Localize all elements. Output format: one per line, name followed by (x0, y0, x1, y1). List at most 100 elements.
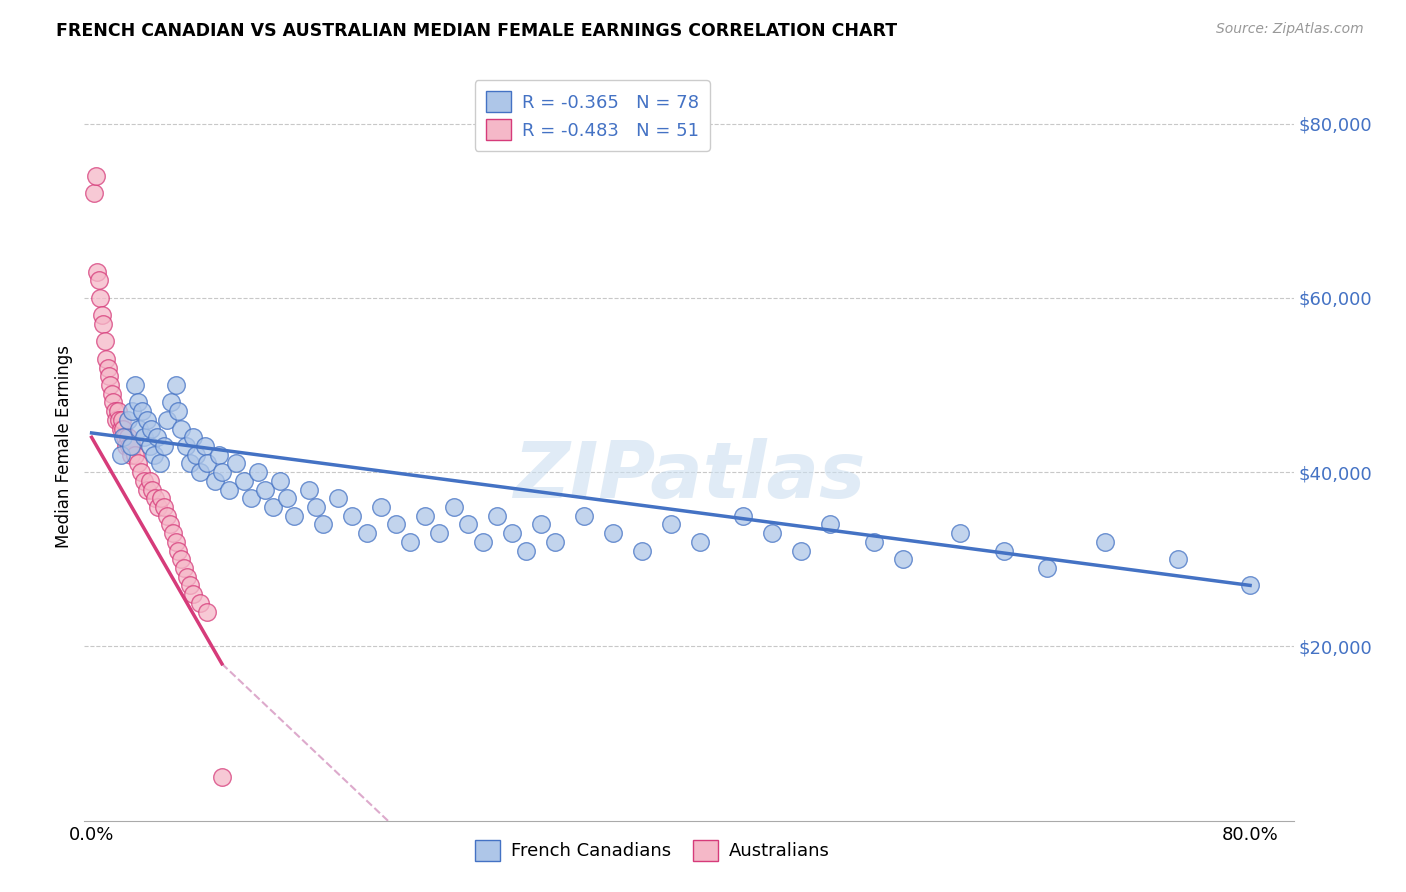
Point (112, 430, 135, 444)
Point (170, 552, 193, 566)
Point (326, 491, 349, 506)
Point (733, 508, 755, 523)
Point (631, 543, 654, 558)
Point (204, 474, 226, 488)
Point (143, 491, 166, 506)
Point (181, 430, 204, 444)
Point (131, 404, 153, 418)
Point (165, 378, 187, 392)
Point (86, 265, 108, 279)
Point (356, 526, 378, 541)
Point (114, 430, 136, 444)
Point (160, 395, 183, 409)
Point (184, 448, 207, 462)
Text: Source: ZipAtlas.com: Source: ZipAtlas.com (1216, 22, 1364, 37)
Point (176, 570, 198, 584)
Point (101, 386, 124, 401)
Point (170, 421, 193, 435)
Point (197, 605, 219, 619)
Point (949, 526, 972, 541)
Point (91, 317, 114, 331)
Point (193, 439, 215, 453)
Point (162, 526, 184, 541)
Point (443, 500, 465, 514)
Point (218, 483, 240, 497)
Point (132, 474, 155, 488)
Point (141, 483, 163, 497)
Point (110, 448, 132, 462)
Point (298, 483, 321, 497)
Point (150, 491, 173, 506)
Point (132, 430, 155, 444)
Point (129, 465, 152, 479)
Point (427, 526, 450, 541)
Point (225, 457, 247, 471)
Point (211, 465, 233, 479)
Point (254, 483, 277, 497)
Point (659, 517, 682, 532)
Point (139, 421, 162, 435)
Text: ZIPatlas: ZIPatlas (513, 438, 865, 514)
Point (247, 465, 270, 479)
Point (84, 169, 107, 183)
Point (1094, 534, 1116, 549)
Point (197, 457, 219, 471)
Point (515, 543, 537, 558)
Point (124, 448, 146, 462)
Point (283, 508, 305, 523)
Point (104, 404, 127, 418)
Point (149, 457, 172, 471)
Point (529, 517, 551, 532)
Point (110, 421, 132, 435)
Point (305, 500, 328, 514)
Point (165, 534, 187, 549)
Point (269, 474, 291, 488)
Point (862, 534, 884, 549)
Point (761, 526, 783, 541)
Point (312, 517, 335, 532)
Point (83, 186, 105, 201)
Point (602, 526, 624, 541)
Point (232, 474, 254, 488)
Point (128, 421, 150, 435)
Point (98, 369, 121, 384)
Point (208, 448, 231, 462)
Point (689, 534, 711, 549)
Point (173, 561, 195, 575)
Point (342, 508, 364, 523)
Point (167, 543, 190, 558)
Point (90, 308, 112, 322)
Point (471, 534, 494, 549)
Point (156, 413, 179, 427)
Point (818, 517, 841, 532)
Point (239, 491, 262, 506)
Point (276, 491, 298, 506)
Point (145, 430, 167, 444)
Point (1239, 578, 1261, 592)
Point (501, 526, 523, 541)
Point (93, 334, 115, 349)
Point (153, 500, 176, 514)
Point (94, 351, 117, 366)
Point (107, 404, 129, 418)
Point (127, 457, 149, 471)
Legend: French Canadians, Australians: French Canadians, Australians (468, 832, 838, 868)
Point (103, 395, 125, 409)
Point (572, 508, 595, 523)
Point (118, 439, 141, 453)
Point (179, 457, 201, 471)
Point (1167, 552, 1189, 566)
Point (124, 378, 146, 392)
Point (117, 430, 139, 444)
Point (486, 508, 509, 523)
Point (135, 483, 157, 497)
Point (89, 291, 111, 305)
Text: FRENCH CANADIAN VS AUSTRALIAN MEDIAN FEMALE EARNINGS CORRELATION CHART: FRENCH CANADIAN VS AUSTRALIAN MEDIAN FEM… (56, 22, 897, 40)
Point (179, 578, 201, 592)
Point (188, 465, 211, 479)
Point (112, 421, 135, 435)
Point (127, 395, 149, 409)
Point (262, 500, 284, 514)
Point (384, 517, 406, 532)
Y-axis label: Median Female Earnings: Median Female Earnings (55, 344, 73, 548)
